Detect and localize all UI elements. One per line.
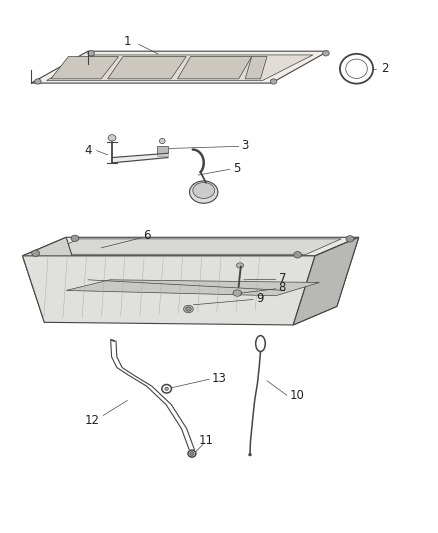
Text: 1: 1 <box>124 35 131 47</box>
Ellipse shape <box>248 453 252 456</box>
Ellipse shape <box>186 307 191 311</box>
Polygon shape <box>22 237 359 256</box>
Ellipse shape <box>270 79 277 84</box>
Ellipse shape <box>237 263 244 268</box>
Ellipse shape <box>184 305 193 313</box>
Ellipse shape <box>165 387 168 390</box>
Ellipse shape <box>346 59 367 78</box>
Text: 6: 6 <box>143 229 151 242</box>
Polygon shape <box>245 56 267 79</box>
Text: 8: 8 <box>279 281 286 294</box>
Bar <box>156 147 168 156</box>
Ellipse shape <box>190 181 218 203</box>
Ellipse shape <box>88 51 94 56</box>
Text: 2: 2 <box>381 62 389 75</box>
Text: 7: 7 <box>279 272 286 285</box>
Ellipse shape <box>233 290 242 296</box>
Polygon shape <box>293 237 359 325</box>
Polygon shape <box>293 237 359 325</box>
Ellipse shape <box>159 139 165 144</box>
Text: 5: 5 <box>233 161 240 175</box>
Polygon shape <box>22 237 88 322</box>
Polygon shape <box>44 239 341 254</box>
Ellipse shape <box>32 250 39 256</box>
Ellipse shape <box>108 135 116 141</box>
Ellipse shape <box>35 79 41 84</box>
Text: 4: 4 <box>84 144 92 157</box>
Text: 9: 9 <box>257 292 264 305</box>
Ellipse shape <box>293 252 301 258</box>
Ellipse shape <box>71 235 79 241</box>
Ellipse shape <box>346 236 354 242</box>
Polygon shape <box>108 56 186 79</box>
Polygon shape <box>66 280 319 296</box>
Text: 12: 12 <box>85 414 100 427</box>
Polygon shape <box>31 51 328 83</box>
Ellipse shape <box>190 452 194 456</box>
Polygon shape <box>51 56 119 79</box>
Text: 11: 11 <box>198 434 213 447</box>
Polygon shape <box>22 256 315 325</box>
Text: 3: 3 <box>241 139 249 152</box>
Ellipse shape <box>323 51 329 56</box>
Text: 10: 10 <box>290 389 305 402</box>
Text: 13: 13 <box>212 372 226 385</box>
Polygon shape <box>177 56 252 79</box>
Ellipse shape <box>193 182 215 198</box>
Polygon shape <box>46 55 313 80</box>
